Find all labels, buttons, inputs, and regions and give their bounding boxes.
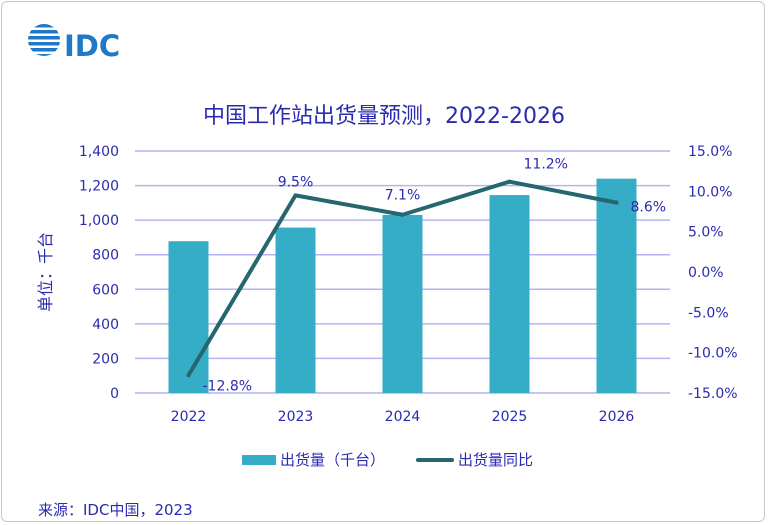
x-tick-label: 2025 xyxy=(492,409,528,425)
x-tick-label: 2026 xyxy=(599,409,635,425)
bar-2022 xyxy=(168,241,209,393)
yoy-point xyxy=(614,200,619,205)
data-label: -12.8% xyxy=(203,378,253,394)
left-tick-label: 1,200 xyxy=(79,179,119,195)
right-tick-label: -10.0% xyxy=(688,346,738,362)
bar-2026 xyxy=(596,178,637,393)
x-tick-label: 2024 xyxy=(385,409,421,425)
yoy-point xyxy=(400,212,405,217)
legend-swatch-bar xyxy=(242,454,276,465)
left-tick-label: 600 xyxy=(92,282,119,298)
data-label: 11.2% xyxy=(524,157,568,173)
yoy-point xyxy=(186,373,191,378)
left-tick-label: 400 xyxy=(92,317,119,333)
legend-swatch-line xyxy=(416,457,454,462)
yoy-point xyxy=(507,179,512,184)
right-tick-label: 5.0% xyxy=(688,225,724,241)
right-tick-label: 10.0% xyxy=(688,184,732,200)
data-label: 8.6% xyxy=(631,200,667,216)
legend-item-shipments: 出货量（千台） xyxy=(242,449,385,470)
right-tick-label: 15.0% xyxy=(688,144,732,160)
bar-2025 xyxy=(489,195,530,393)
data-label: 9.5% xyxy=(278,174,314,190)
right-tick-label: -5.0% xyxy=(688,305,729,321)
bar-2024 xyxy=(382,214,423,393)
x-tick-label: 2022 xyxy=(171,409,207,425)
yoy-point xyxy=(293,193,298,198)
bar-2023 xyxy=(275,227,316,393)
source-note: 来源：IDC中国，2023 xyxy=(38,501,193,519)
x-tick-label: 2023 xyxy=(278,409,314,425)
left-tick-label: 0 xyxy=(110,386,119,402)
legend-label: 出货量（千台） xyxy=(280,451,386,469)
chart-title: 中国工作站出货量预测，2022-2026 xyxy=(203,104,565,129)
left-tick-label: 1,400 xyxy=(79,144,119,160)
data-label: 7.1% xyxy=(385,188,421,204)
right-tick-label: -15.0% xyxy=(688,386,738,402)
right-tick-label: 0.0% xyxy=(688,265,724,281)
left-tick-label: 800 xyxy=(92,248,119,264)
left-tick-label: 1,000 xyxy=(79,213,119,229)
idc-logo: IDC xyxy=(28,24,120,63)
logo-text: IDC xyxy=(64,29,120,63)
globe-icon xyxy=(28,24,60,56)
legend-item-yoy: 出货量同比 xyxy=(416,449,533,470)
left-tick-label: 200 xyxy=(92,351,119,367)
y-axis-label: 单位：千台 xyxy=(36,231,55,313)
legend-label: 出货量同比 xyxy=(458,451,534,469)
